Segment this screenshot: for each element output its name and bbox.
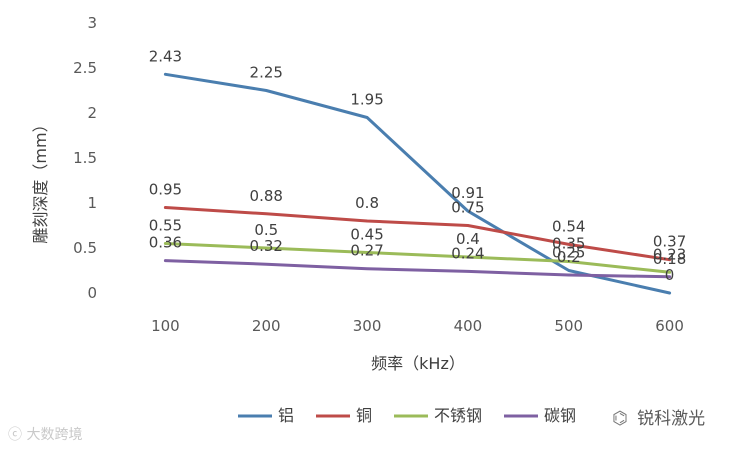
data-point (265, 246, 268, 250)
data-point (265, 212, 268, 215)
data-label: 0.88 (250, 187, 283, 205)
data-point (567, 243, 570, 246)
x-tick-label: 500 (554, 317, 583, 335)
x-tick-label: 300 (353, 317, 382, 335)
watermark-left-icon: ⓒ (8, 427, 22, 443)
watermark-right: ⌬ 锐科激光 (612, 404, 705, 429)
x-tick-label: 400 (454, 317, 483, 335)
data-label: 0.25 (552, 244, 585, 262)
series-line-1 (163, 206, 672, 262)
data-label: 0.37 (653, 233, 686, 251)
y-tick-label: 0.5 (73, 239, 97, 257)
data-label: 0.8 (355, 194, 379, 212)
y-tick-label: 1 (87, 194, 97, 212)
data-label: 0.5 (254, 221, 278, 239)
data-label: 0 (665, 266, 675, 284)
data-point (466, 209, 470, 213)
series-lines (163, 72, 672, 295)
y-tick-label: 3 (87, 14, 97, 32)
legend-label: 碳钢 (544, 406, 576, 425)
y-tick-label: 0 (87, 284, 97, 302)
data-label: 0.2 (557, 248, 581, 266)
x-tick-label: 200 (252, 317, 281, 335)
data-label: 0.45 (350, 226, 383, 244)
x-axis-title: 频率（kHz） (371, 354, 465, 373)
data-point (164, 206, 167, 209)
data-point (668, 271, 671, 274)
data-point (164, 259, 167, 262)
data-label: 0.75 (451, 199, 484, 217)
y-axis-ticks: 0 0.5 1 1.5 2 2.5 3 (73, 14, 97, 302)
data-label: 0.91 (451, 184, 484, 202)
watermark-left-text: 大数跨境 (26, 427, 83, 443)
y-tick-label: 2 (87, 104, 97, 122)
data-label: 0.55 (149, 217, 182, 235)
data-point (466, 255, 470, 259)
chat-bubble-icon: ⌬ (612, 408, 628, 429)
y-axis-title: 雕刻深度（mm） (31, 116, 50, 243)
data-label: 0.18 (653, 250, 686, 268)
legend-label: 铜 (356, 406, 372, 425)
data-label: 0.95 (149, 181, 182, 199)
series-line-3 (163, 259, 672, 279)
watermark-right-text: 锐科激光 (637, 409, 706, 429)
x-tick-label: 600 (655, 317, 684, 335)
legend-label: 不锈钢 (434, 406, 482, 425)
data-point (668, 275, 671, 278)
legend: 铝 铜 不锈钢 碳钢 (238, 406, 576, 425)
data-point (164, 73, 167, 76)
data-label: 0.35 (552, 235, 585, 253)
data-point (668, 291, 671, 295)
y-tick-label: 2.5 (73, 59, 97, 77)
data-point (668, 258, 671, 261)
data-label: 0.24 (451, 244, 484, 262)
data-point (567, 269, 570, 272)
data-label: 0.36 (149, 234, 182, 252)
series-line-2 (163, 242, 672, 274)
data-point (466, 270, 470, 273)
data-point (164, 242, 167, 245)
data-label: 2.43 (149, 47, 182, 65)
watermark-left: ⓒ 大数跨境 (8, 424, 82, 444)
x-tick-label: 100 (151, 317, 180, 335)
x-axis-ticks: 100 200 300 400 500 600 (151, 317, 684, 335)
data-point (567, 260, 570, 263)
data-labels: 2.43 2.25 1.95 0.91 0.25 0 0.95 0.88 0.8 0.75 0.54… (149, 47, 687, 284)
data-point (265, 89, 268, 92)
data-label: 0.27 (350, 242, 383, 260)
data-label: 2.25 (250, 64, 283, 82)
data-point (365, 219, 369, 223)
y-tick-label: 1.5 (73, 149, 97, 167)
data-label: 1.95 (350, 91, 383, 109)
data-label: 0.32 (250, 237, 283, 255)
data-point (265, 263, 268, 266)
data-point (466, 224, 470, 227)
data-point (365, 267, 369, 270)
data-point (365, 251, 369, 254)
data-label: 0.54 (552, 217, 585, 235)
series-line-0 (163, 72, 672, 295)
data-point (365, 116, 369, 119)
data-label: 0.23 (653, 245, 686, 263)
data-point (567, 273, 570, 277)
data-label: 0.4 (456, 230, 480, 248)
legend-label: 铝 (278, 406, 294, 425)
